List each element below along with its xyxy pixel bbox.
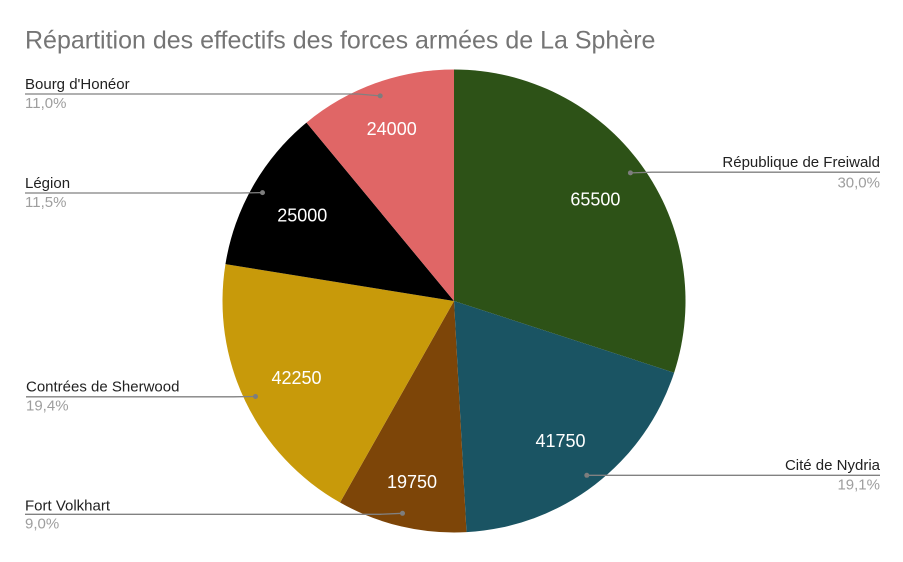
svg-text:Fort Volkhart: Fort Volkhart <box>25 498 111 515</box>
svg-text:Légion: Légion <box>25 175 70 192</box>
svg-text:11,0%: 11,0% <box>25 95 66 112</box>
svg-text:11,5%: 11,5% <box>25 194 66 211</box>
svg-text:25000: 25000 <box>277 205 327 225</box>
svg-text:19750: 19750 <box>387 472 437 492</box>
svg-text:19,4%: 19,4% <box>26 398 69 415</box>
svg-text:Bourg d'Honéor: Bourg d'Honéor <box>25 76 130 93</box>
svg-text:9,0%: 9,0% <box>25 516 59 533</box>
svg-text:Répartition des effectifs des: Répartition des effectifs des forces arm… <box>25 27 655 55</box>
svg-text:24000: 24000 <box>367 119 417 139</box>
svg-text:65500: 65500 <box>570 190 620 210</box>
svg-text:République de Freiwald: République de Freiwald <box>722 154 880 171</box>
svg-text:42250: 42250 <box>271 368 321 388</box>
svg-text:30,0%: 30,0% <box>837 175 880 192</box>
svg-text:19,1%: 19,1% <box>837 477 880 494</box>
svg-text:Cité de Nydria: Cité de Nydria <box>785 457 881 474</box>
svg-text:41750: 41750 <box>535 431 585 451</box>
svg-text:Contrées de Sherwood: Contrées de Sherwood <box>26 379 179 396</box>
